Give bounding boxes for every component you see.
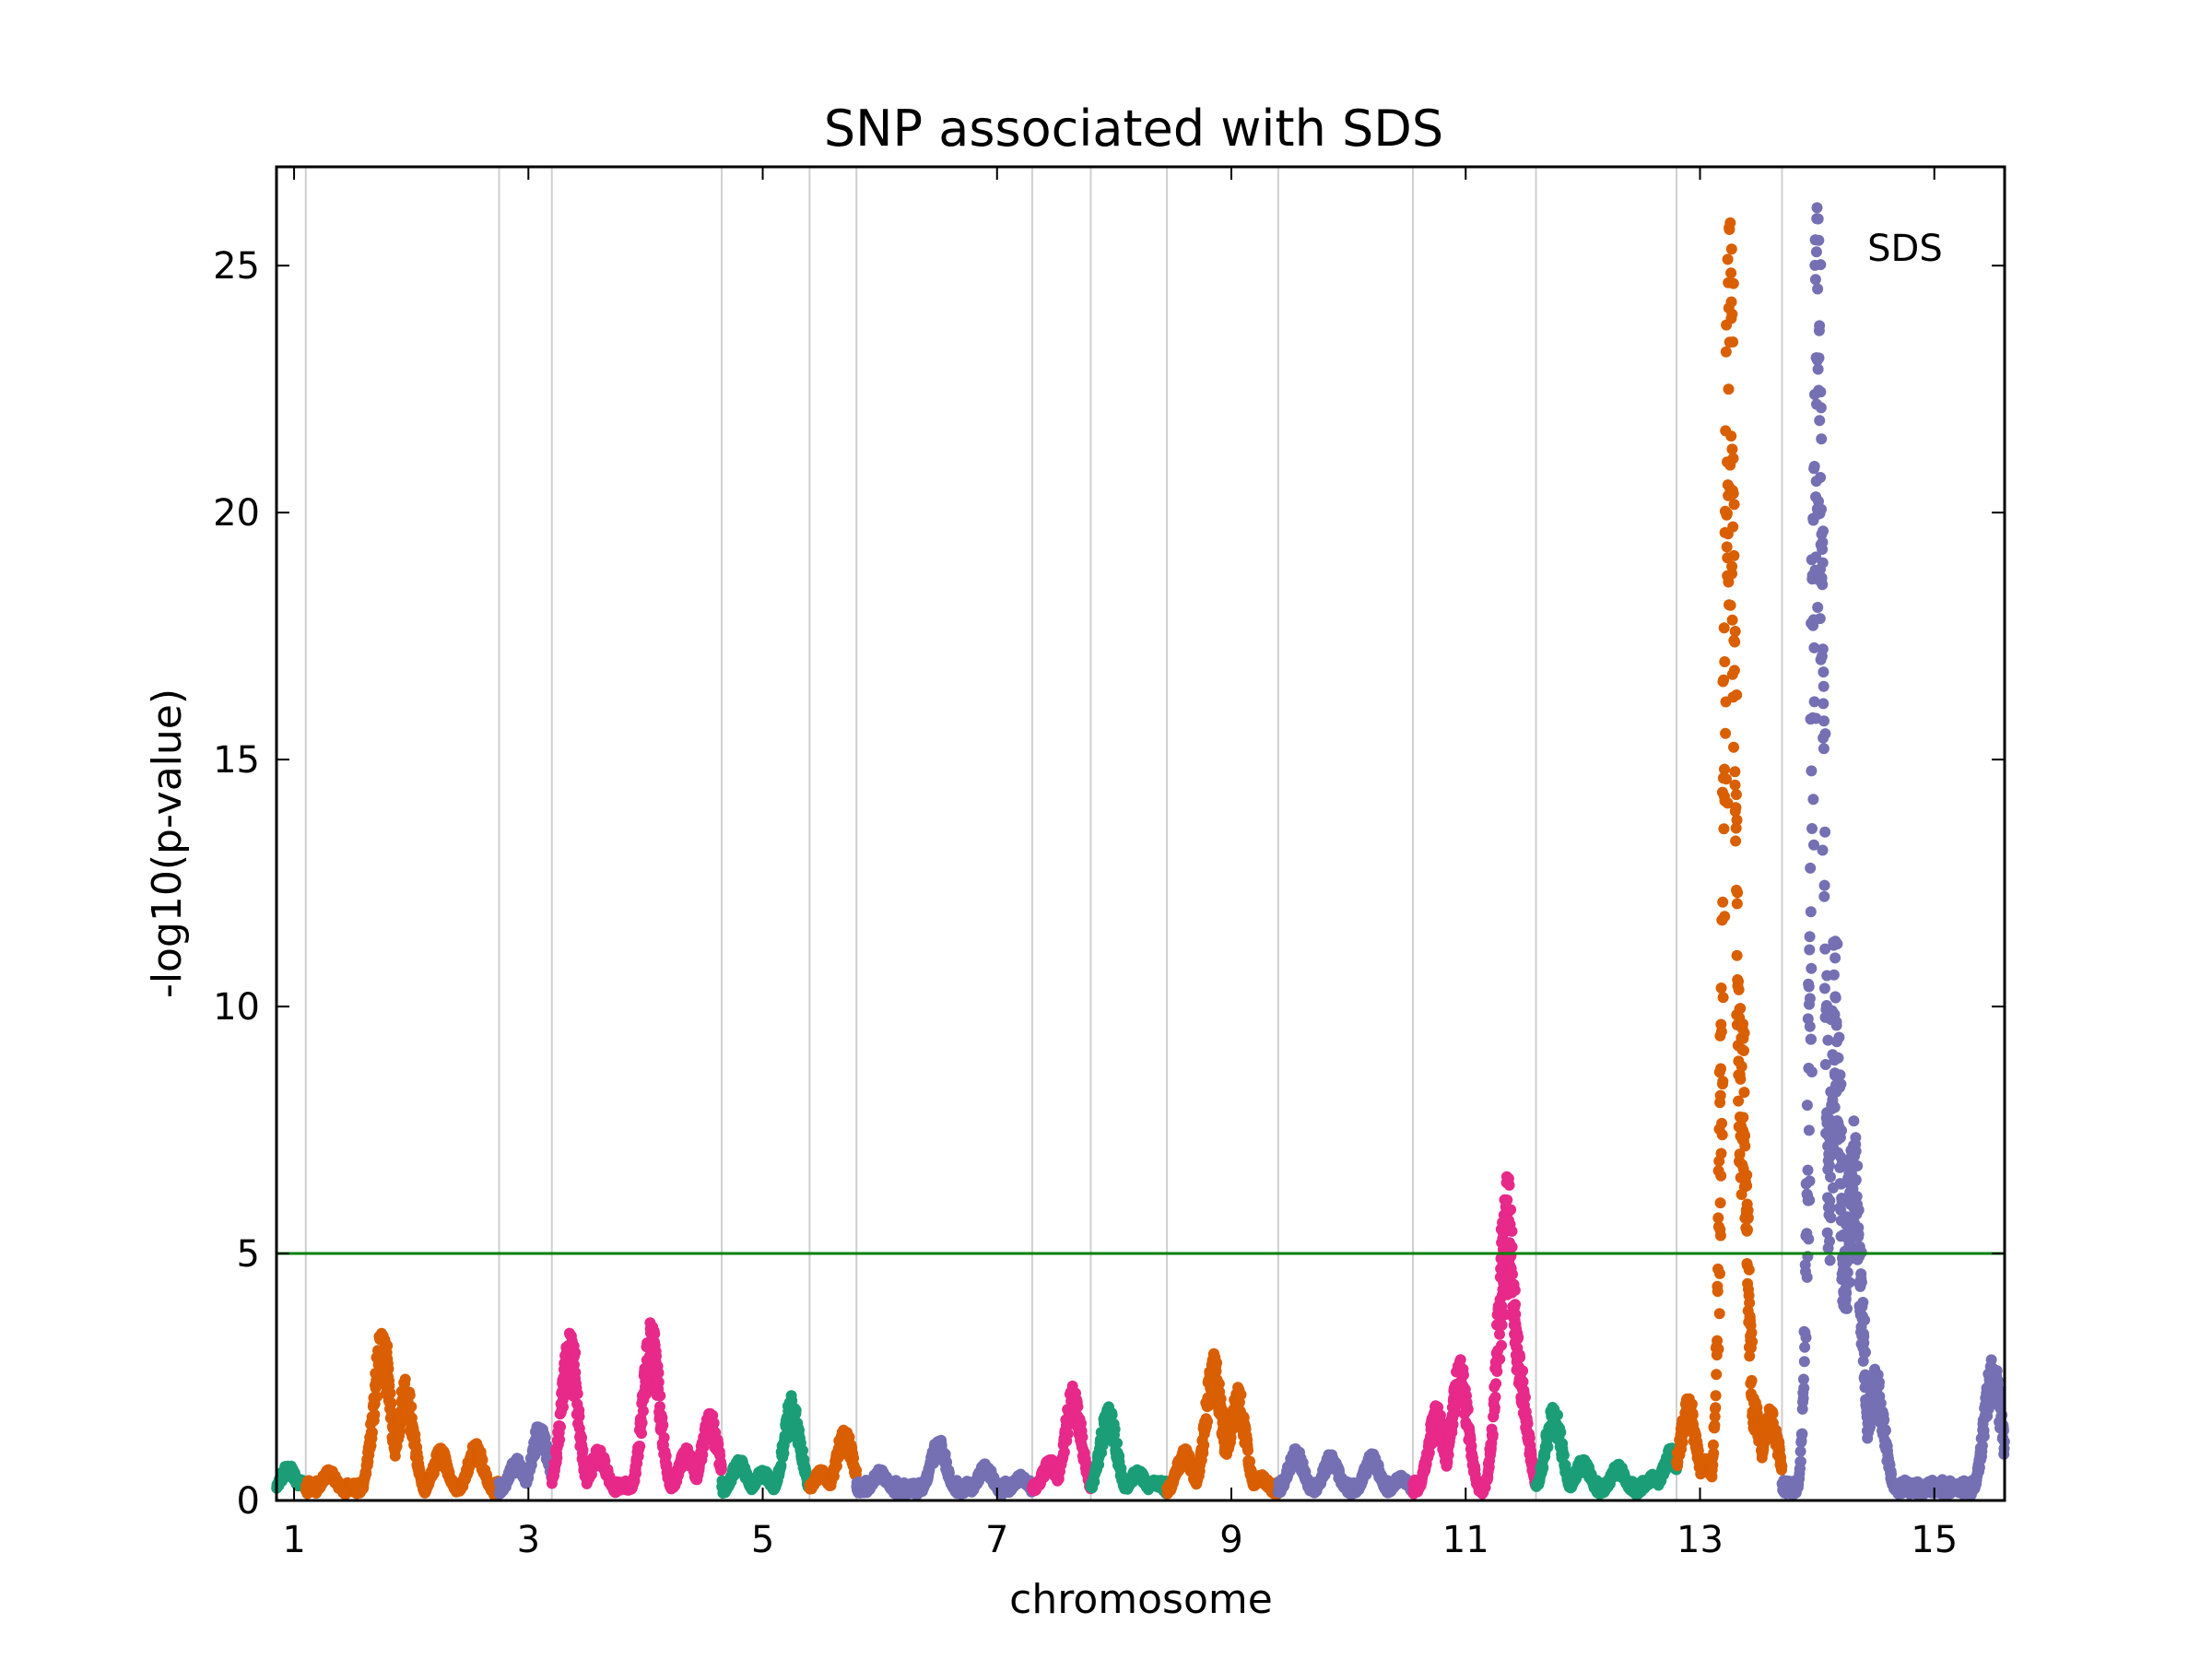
- snp-point: [1496, 1339, 1507, 1351]
- snp-point: [1514, 1351, 1526, 1363]
- snp-point: [649, 1336, 660, 1348]
- snp-point: [1077, 1431, 1088, 1443]
- snp-point: [636, 1428, 647, 1440]
- snp-point: [1215, 1393, 1227, 1405]
- snp-point: [1522, 1418, 1534, 1430]
- snp-point: [573, 1410, 585, 1422]
- snp-point: [1494, 1328, 1505, 1340]
- snp-point: [1062, 1428, 1074, 1440]
- snp-point: [477, 1453, 488, 1465]
- snp-point: [1552, 1409, 1563, 1421]
- snp-point: [585, 1468, 597, 1480]
- snp-point: [555, 1421, 566, 1433]
- snp-points: [271, 202, 2010, 1500]
- snp-point: [577, 1444, 589, 1456]
- snp-point: [1112, 1437, 1124, 1449]
- snp-point: [558, 1401, 569, 1413]
- snp-point: [851, 1465, 863, 1477]
- snp-point: [369, 1408, 381, 1420]
- snp-point: [1510, 1299, 1521, 1311]
- snp-point: [1501, 1194, 1513, 1206]
- snp-point: [569, 1350, 581, 1362]
- snp-point: [1487, 1429, 1499, 1441]
- chart-title: SNP associated with SDS: [824, 100, 1443, 158]
- snp-point: [708, 1418, 720, 1429]
- snp-point: [715, 1463, 727, 1475]
- snp-point: [1198, 1439, 1210, 1451]
- snp-point: [654, 1390, 666, 1402]
- snp-point: [1512, 1332, 1524, 1343]
- snp-point: [654, 1401, 665, 1413]
- snp-point: [1496, 1319, 1508, 1331]
- snp-point: [1434, 1409, 1446, 1421]
- snp-point: [367, 1427, 378, 1439]
- snp-point: [1507, 1268, 1518, 1280]
- snp-point: [653, 1367, 665, 1379]
- snp-point: [1505, 1204, 1517, 1216]
- snp-point: [1503, 1179, 1515, 1191]
- snp-point: [1442, 1449, 1454, 1461]
- snp-point: [554, 1434, 566, 1445]
- snp-point: [1491, 1366, 1503, 1377]
- snp-point: [1447, 1418, 1459, 1430]
- snp-point: [1202, 1416, 1214, 1428]
- snp-point: [1489, 1391, 1501, 1403]
- snp-point: [570, 1367, 582, 1379]
- snp-point: [1072, 1401, 1084, 1413]
- snp-point: [1519, 1392, 1531, 1404]
- snp-point: [1235, 1389, 1247, 1401]
- snp-point: [404, 1389, 416, 1401]
- snp-point: [657, 1419, 669, 1431]
- snp-point: [571, 1388, 583, 1400]
- snp-point: [660, 1450, 672, 1462]
- snp-point: [1458, 1369, 1469, 1381]
- snp-point: [1508, 1284, 1520, 1296]
- snp-point: [1494, 1353, 1506, 1365]
- snp-point: [576, 1431, 587, 1443]
- snp-point: [371, 1391, 382, 1403]
- snp-point: [636, 1417, 648, 1429]
- chromosome-grid-lines: [304, 167, 1783, 1500]
- snp-point: [1058, 1446, 1070, 1458]
- snp-point: [1506, 1241, 1518, 1253]
- snp-point: [630, 1467, 641, 1479]
- snp-point: [637, 1406, 649, 1417]
- snp-point: [399, 1373, 411, 1385]
- snp-point: [1490, 1378, 1502, 1390]
- snp-point: [551, 1452, 563, 1464]
- snp-point: [1542, 1441, 1554, 1453]
- snp-point: [649, 1328, 661, 1340]
- snp-point: [1555, 1427, 1567, 1438]
- snp-point: [1510, 1309, 1522, 1320]
- snp-point: [1517, 1365, 1529, 1377]
- snp-point: [790, 1405, 802, 1417]
- snp-point: [1109, 1423, 1121, 1435]
- snp-point: [1242, 1444, 1253, 1456]
- snp-point: [1462, 1404, 1474, 1416]
- snp-point: [406, 1401, 418, 1413]
- snp-point: [385, 1397, 397, 1409]
- snp-point: [658, 1431, 670, 1443]
- snp-point: [382, 1363, 394, 1375]
- snp-point: [653, 1376, 665, 1388]
- snp-point: [1211, 1357, 1223, 1369]
- snp-point: [640, 1388, 652, 1400]
- snp-point: [634, 1441, 646, 1453]
- snp-point: [384, 1387, 396, 1399]
- snp-point: [1506, 1225, 1518, 1237]
- snp-point: [389, 1450, 401, 1462]
- snp-point: [1488, 1402, 1500, 1414]
- snp-point: [599, 1455, 611, 1466]
